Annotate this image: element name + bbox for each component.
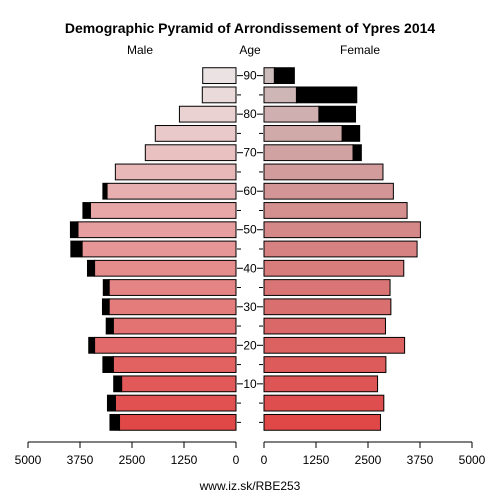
male-foreign-bar-60-64 (102, 182, 108, 200)
male-foreign-bar-15-19 (102, 356, 114, 373)
male-foreign-bar-25-29 (105, 317, 114, 335)
female-bar-80-84 (263, 105, 320, 123)
female-header: Female (340, 43, 380, 57)
x-tick-label: 3750 (67, 453, 94, 467)
male-bar-65-69 (114, 163, 237, 181)
female-bar-25-29 (263, 317, 386, 335)
male-bar-10-14 (121, 375, 237, 393)
female-bar-50-54 (263, 221, 421, 239)
x-tick-label: 1250 (171, 453, 198, 467)
male-foreign-bar-10-14 (113, 375, 123, 393)
source-footer: www.iz.sk/RBE253 (199, 479, 301, 493)
female-bar-75-79 (263, 125, 343, 142)
bars-layer (69, 67, 421, 431)
female-bar-60-64 (263, 182, 394, 200)
female-bar-55-59 (263, 202, 408, 219)
male-foreign-bar-30-34 (101, 298, 110, 316)
male-foreign-bar-50-54 (69, 221, 79, 239)
male-foreign-bar-35-39 (102, 279, 110, 296)
male-bar-90+ (202, 67, 237, 85)
age-tick-label: 40 (243, 261, 257, 275)
male-bar-0-4 (119, 413, 237, 431)
female-bar-10-14 (263, 375, 379, 393)
age-tick-label: 50 (243, 223, 257, 237)
chart-title: Demographic Pyramid of Arrondissement of… (65, 20, 436, 36)
male-bar-45-49 (81, 240, 237, 258)
female-foreign-bar-85-89 (295, 86, 358, 104)
male-foreign-bar-20-24 (88, 336, 96, 354)
female-bar-45-49 (263, 240, 418, 258)
male-foreign-bar-55-59 (82, 202, 91, 219)
male-bar-40-44 (94, 259, 237, 277)
male-foreign-bar-0-4 (109, 413, 121, 431)
female-foreign-bar-70-74 (352, 144, 362, 162)
x-tick-label: 5000 (459, 453, 486, 467)
male-foreign-bar-45-49 (70, 240, 83, 258)
male-bar-20-24 (94, 336, 237, 354)
x-tick-label: 3750 (407, 453, 434, 467)
female-bar-70-74 (263, 144, 354, 162)
female-bar-90+ (263, 67, 275, 85)
female-bar-0-4 (263, 413, 381, 431)
male-bar-70-74 (144, 144, 237, 162)
female-bar-20-24 (263, 336, 406, 354)
female-bar-30-34 (263, 298, 392, 316)
male-bar-55-59 (89, 202, 237, 219)
female-bar-15-19 (263, 356, 387, 373)
age-tick-label: 90 (243, 69, 257, 83)
x-tick-label: 0 (261, 453, 268, 467)
age-tick-label: 70 (243, 146, 257, 160)
age-tick-label: 20 (243, 338, 257, 352)
male-bar-60-64 (106, 182, 237, 200)
male-foreign-bar-40-44 (86, 259, 96, 277)
x-tick-label: 0 (233, 453, 240, 467)
age-tick-label: 80 (243, 107, 257, 121)
male-bar-30-34 (108, 298, 237, 316)
female-bar-35-39 (263, 279, 391, 296)
female-bar-40-44 (263, 259, 405, 277)
male-bar-50-54 (77, 221, 237, 239)
x-tick-label: 2500 (119, 453, 146, 467)
age-tick-label: 60 (243, 184, 257, 198)
female-foreign-bar-75-79 (341, 125, 361, 142)
female-bar-85-89 (263, 86, 297, 104)
age-tick-label: 30 (243, 300, 257, 314)
x-tick-label: 5000 (15, 453, 42, 467)
x-tick-label: 1250 (303, 453, 330, 467)
female-bar-5-9 (263, 394, 385, 412)
age-tick-label: 10 (243, 377, 257, 391)
male-foreign-bar-5-9 (106, 394, 116, 412)
x-tick-label: 2500 (355, 453, 382, 467)
male-bar-15-19 (112, 356, 237, 373)
age-header: Age (239, 43, 261, 57)
male-bar-25-29 (112, 317, 237, 335)
female-foreign-bar-80-84 (318, 105, 357, 123)
male-bar-5-9 (114, 394, 237, 412)
male-bar-85-89 (201, 86, 237, 104)
female-foreign-bar-90+ (273, 67, 295, 85)
female-bar-65-69 (263, 163, 384, 181)
male-bar-80-84 (178, 105, 237, 123)
axes-layer: 5000 3750 2500 1250 0 0 1250 2500 3750 5000 10 20 30… (15, 69, 486, 467)
male-header: Male (127, 43, 153, 57)
male-bar-35-39 (108, 279, 237, 296)
male-bar-75-79 (154, 125, 237, 142)
